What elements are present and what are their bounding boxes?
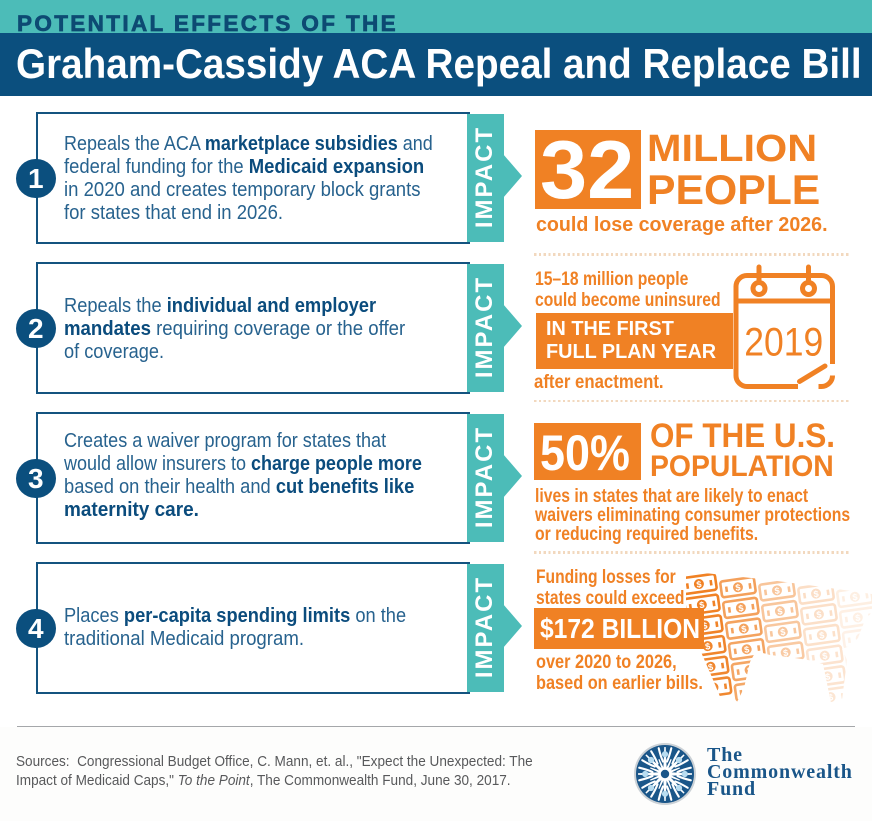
svg-text:2019: 2019 bbox=[744, 321, 823, 365]
